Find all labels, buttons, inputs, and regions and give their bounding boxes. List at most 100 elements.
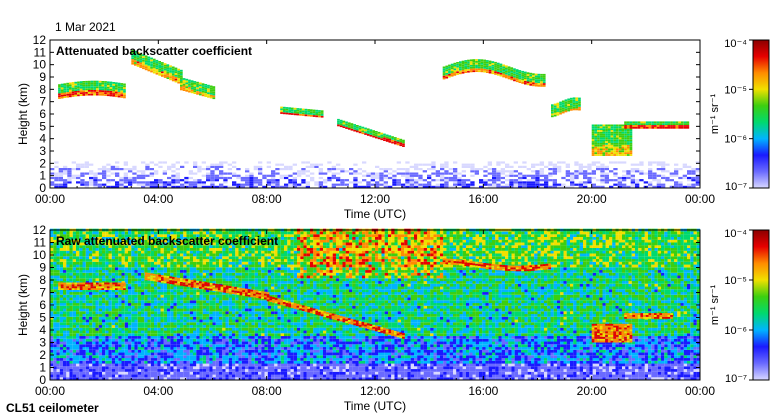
data-cell — [82, 267, 86, 271]
data-cell — [183, 311, 187, 315]
data-cell — [556, 102, 560, 105]
data-cell — [167, 239, 171, 243]
data-cell — [320, 115, 324, 118]
data-cell — [236, 185, 241, 188]
data-cell — [605, 137, 608, 140]
data-cell — [591, 185, 596, 188]
data-cell — [134, 54, 137, 57]
data-cell — [63, 325, 67, 328]
data-cell — [167, 267, 171, 271]
data-cell — [518, 70, 522, 72]
data-cell — [291, 107, 294, 110]
data-cell — [271, 181, 276, 184]
data-cell — [379, 176, 384, 180]
data-cell — [154, 311, 158, 315]
data-cell — [193, 360, 197, 364]
data-cell — [199, 319, 203, 323]
data-cell — [249, 176, 254, 180]
data-cell — [624, 144, 627, 147]
data-cell — [59, 305, 64, 309]
data-cell — [77, 83, 80, 86]
data-cell — [524, 80, 527, 83]
data-cell — [196, 294, 200, 298]
data-cell — [691, 179, 696, 182]
data-cell — [137, 377, 142, 381]
data-cell — [92, 355, 96, 359]
data-cell — [50, 347, 54, 350]
data-cell — [108, 347, 112, 350]
data-cell — [207, 86, 210, 89]
data-cell — [193, 371, 197, 375]
data-cell — [53, 250, 57, 254]
data-cell — [567, 107, 570, 110]
data-cell — [176, 272, 181, 276]
data-cell — [616, 144, 619, 147]
data-cell — [154, 253, 158, 257]
data-cell — [464, 67, 468, 70]
data-cell — [150, 341, 155, 345]
data-cell — [167, 322, 171, 326]
data-cell — [105, 322, 109, 326]
data-cell — [189, 275, 194, 279]
data-cell — [108, 289, 112, 293]
data-cell — [182, 85, 186, 88]
data-cell — [682, 176, 687, 180]
data-cell — [111, 272, 116, 276]
data-cell — [171, 185, 176, 188]
data-cell — [109, 87, 113, 89]
data-cell — [56, 297, 60, 301]
data-cell — [161, 69, 164, 72]
data-cell — [347, 122, 351, 125]
data-cell — [112, 89, 115, 92]
data-cell — [524, 82, 527, 85]
data-cell — [147, 256, 151, 260]
data-cell — [50, 297, 54, 301]
data-cell — [175, 172, 180, 175]
data-cell — [71, 83, 75, 86]
data-cell — [196, 355, 200, 359]
data-cell — [63, 360, 67, 364]
data-cell — [509, 181, 514, 184]
data-cell — [69, 237, 73, 240]
data-cell — [651, 125, 654, 127]
data-cell — [170, 231, 174, 235]
data-cell — [79, 84, 83, 87]
data-cell — [67, 176, 72, 180]
data-cell — [108, 341, 112, 345]
data-cell — [108, 336, 112, 339]
data-cell — [475, 62, 478, 65]
data-cell — [105, 237, 109, 240]
data-cell — [142, 61, 145, 64]
data-cell — [427, 174, 432, 177]
data-cell — [176, 358, 181, 361]
data-cell — [331, 165, 336, 168]
data-cell — [76, 165, 81, 168]
data-cell — [79, 344, 83, 348]
data-cell — [199, 327, 203, 331]
data-cell — [551, 108, 554, 110]
data-cell — [189, 316, 194, 320]
data-cell — [111, 347, 116, 350]
data-cell — [301, 185, 306, 188]
data-cell — [199, 341, 203, 345]
data-cell — [637, 121, 641, 124]
data-cell — [111, 245, 116, 248]
data-cell — [150, 68, 153, 71]
data-cell — [173, 275, 177, 279]
data-cell — [63, 96, 67, 98]
data-cell — [196, 319, 200, 323]
data-cell — [602, 137, 606, 140]
data-cell — [141, 330, 145, 334]
data-cell — [561, 183, 566, 186]
data-cell — [622, 179, 627, 182]
data-cell — [72, 341, 77, 345]
data-cell — [115, 267, 119, 271]
data-cell — [621, 131, 625, 134]
data-cell — [193, 248, 197, 251]
data-cell — [599, 135, 603, 138]
data-cell — [147, 352, 151, 356]
data-cell — [193, 363, 197, 367]
data-cell — [639, 163, 644, 166]
data-cell — [219, 183, 224, 186]
data-cell — [131, 259, 135, 262]
